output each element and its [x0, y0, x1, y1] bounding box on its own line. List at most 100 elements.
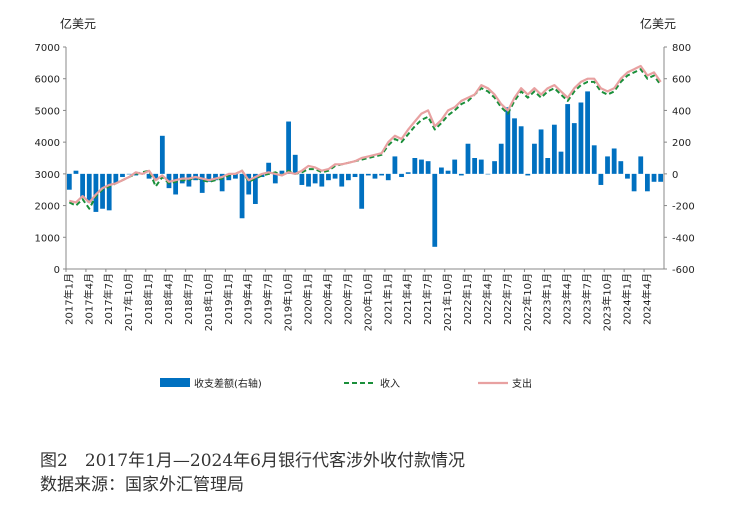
balance-bar	[578, 102, 584, 174]
balance-bar	[458, 173, 464, 176]
data-source-note: 数据来源：国家外汇管理局	[40, 475, 244, 495]
balance-bar	[618, 161, 624, 174]
left-tick-label: 7000	[35, 43, 60, 54]
balance-bar	[352, 173, 358, 178]
right-tick-label: 200	[672, 138, 691, 149]
balance-bar	[638, 156, 644, 174]
x-tick-label: 2023年10月	[601, 273, 614, 331]
x-tick-label: 2017年4月	[82, 273, 95, 325]
x-tick-label: 2023年1月	[541, 273, 554, 325]
balance-bar	[478, 159, 484, 174]
balance-bar	[239, 173, 245, 219]
x-tick-label: 2019年4月	[242, 273, 255, 325]
balance-bar	[312, 173, 318, 184]
balance-bar	[73, 170, 79, 174]
right-tick-label: 600	[672, 75, 691, 86]
x-tick-label: 2023年4月	[561, 273, 574, 325]
income-line	[68, 68, 662, 210]
balance-bar	[339, 173, 345, 187]
balance-bar	[465, 143, 471, 174]
balance-bar	[326, 173, 331, 181]
x-tick-label: 2017年1月	[62, 273, 75, 325]
balance-bar	[492, 161, 497, 174]
balance-bar	[266, 162, 272, 174]
x-tick-label: 2018年1月	[142, 273, 155, 325]
expenditure-line	[69, 64, 662, 204]
balance-bar	[565, 104, 571, 174]
x-tick-label: 2021年1月	[381, 273, 394, 325]
left-tick-label: 4000	[35, 138, 60, 149]
x-tick-label: 2021年7月	[421, 273, 434, 325]
balance-bar	[591, 145, 597, 174]
x-tick-label: 2018年4月	[162, 273, 175, 325]
left-axis-unit: 亿美元	[60, 16, 96, 31]
chart: 亿美元 亿美元 01000200030004000500060007000-60…	[35, 16, 695, 390]
balance-bar	[611, 148, 617, 174]
balance-bar	[405, 172, 411, 174]
left-tick-label: 0	[54, 265, 60, 276]
balance-bar	[213, 173, 218, 181]
balance-bar	[651, 173, 657, 182]
balance-bar	[658, 173, 664, 182]
legend-label-income: 收入	[380, 377, 400, 390]
x-tick-label: 2024年1月	[620, 273, 633, 325]
balance-bar	[173, 173, 179, 195]
figure-caption: 图2 2017年1月—2024年6月银行代客涉外收付款情况	[40, 451, 465, 471]
legend-label-balance: 收支差额(右轴)	[194, 377, 262, 390]
left-tick-label: 2000	[35, 202, 60, 213]
balance-bar	[319, 173, 325, 187]
balance-bar	[146, 173, 152, 179]
balance-bar	[425, 161, 431, 174]
x-tick-label: 2019年10月	[282, 273, 295, 331]
balance-bar	[485, 173, 491, 175]
balance-bar	[113, 173, 119, 184]
balance-bar	[206, 173, 212, 182]
right-tick-label: 800	[672, 43, 691, 54]
x-tick-label: 2022年1月	[461, 273, 474, 325]
balance-bar	[365, 173, 371, 176]
balance-bar	[226, 173, 232, 181]
balance-bar	[452, 159, 458, 174]
x-tick-label: 2023年7月	[581, 273, 594, 325]
balance-bar	[605, 156, 610, 174]
balance-bar	[359, 173, 365, 209]
balance-bar	[445, 170, 451, 174]
right-tick-label: -600	[672, 265, 695, 276]
balance-bar	[644, 173, 650, 192]
balance-bar	[412, 158, 418, 174]
balance-bar	[279, 170, 285, 174]
balance-bar	[379, 173, 385, 176]
balance-bar	[631, 173, 637, 192]
x-tick-label: 2020年7月	[341, 273, 354, 325]
balance-bar	[525, 173, 531, 176]
balance-bar	[498, 143, 504, 174]
balance-bar	[419, 159, 424, 174]
x-tick-label: 2021年10月	[441, 273, 454, 331]
balance-bar	[545, 158, 551, 174]
balance-bar	[385, 173, 391, 181]
balance-bar	[159, 135, 165, 174]
x-tick-label: 2018年7月	[182, 273, 195, 325]
balance-bar	[532, 143, 537, 174]
balance-bar	[399, 173, 404, 178]
left-tick-label: 3000	[35, 170, 60, 181]
balance-bar	[512, 118, 517, 174]
balance-bar	[120, 173, 125, 178]
balance-bar	[372, 173, 378, 179]
x-tick-label: 2020年10月	[361, 273, 374, 331]
x-tick-label: 2022年10月	[521, 273, 534, 331]
balance-bar	[66, 173, 72, 190]
balance-bar	[106, 173, 112, 211]
balance-bar	[306, 173, 311, 187]
balance-bar	[439, 167, 444, 174]
balance-bar	[246, 173, 252, 195]
balance-bar	[219, 173, 225, 192]
right-tick-label: 0	[672, 170, 678, 181]
x-tick-label: 2024年4月	[640, 273, 653, 325]
x-tick-label: 2019年1月	[222, 273, 235, 325]
left-tick-label: 6000	[35, 75, 60, 86]
x-tick-label: 2022年4月	[481, 273, 494, 325]
balance-bar	[199, 173, 205, 193]
balance-bar	[93, 173, 99, 212]
balance-bar	[153, 173, 159, 181]
